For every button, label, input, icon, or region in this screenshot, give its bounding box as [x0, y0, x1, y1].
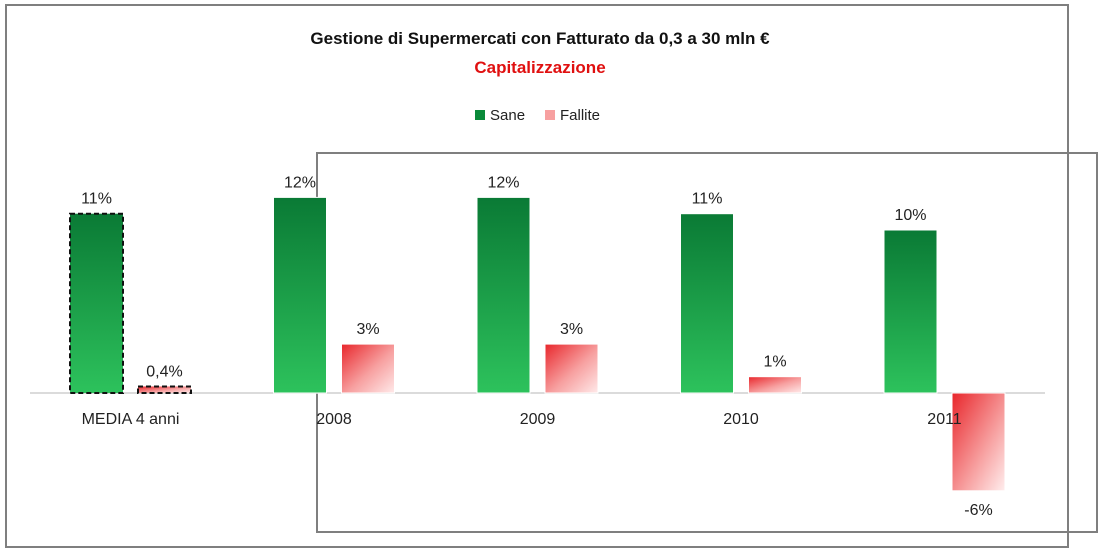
category-label-2011: 2011 [927, 411, 962, 428]
data-label-sane-2011: 10% [894, 207, 926, 224]
legend-label-fallite: Fallite [560, 107, 600, 124]
legend-swatch-fallite [545, 110, 555, 120]
chart-title: Gestione di Supermercati con Fatturato d… [310, 29, 770, 48]
bar-fallite-2011 [951, 392, 1006, 492]
legend-label-sane: Sane [490, 107, 525, 124]
legend: Sane Fallite [475, 107, 600, 124]
bar-fallite-2010 [748, 376, 802, 394]
bar-fallite-2009 [544, 343, 599, 394]
chart-frame [5, 4, 1069, 548]
chart-subtitle: Capitalizzazione [474, 58, 605, 77]
bar-fallite-2008 [341, 343, 395, 394]
bar-sane-2011 [883, 229, 938, 394]
data-label-sane-2010: 11% [692, 191, 723, 208]
bar-sane-2008 [273, 196, 327, 394]
data-label-fallite-2008: 3% [356, 321, 379, 338]
category-label-media-4-anni: MEDIA 4 anni [82, 411, 180, 428]
data-label-sane-media-4-anni: 11% [81, 191, 112, 208]
bar-sane-media-4-anni [69, 212, 124, 394]
bar-sane-2010 [680, 213, 734, 394]
chart-marks: 11% 0,4% MEDIA 4 anni 12% 3% 2008 12% 3% 2009 11%… [69, 174, 1006, 519]
data-label-fallite-media-4-anni: 0,4% [146, 363, 182, 380]
data-label-fallite-2009: 3% [560, 321, 583, 338]
category-label-2010: 2010 [723, 411, 759, 428]
bar-fallite-media-4-anni [137, 385, 192, 395]
bar-sane-2009 [476, 196, 531, 394]
data-label-sane-2008: 12% [284, 174, 316, 191]
data-label-fallite-2011: -6% [964, 502, 992, 519]
category-label-2008: 2008 [316, 411, 352, 428]
data-label-fallite-2010: 1% [763, 354, 786, 371]
category-label-2009: 2009 [520, 411, 556, 428]
legend-swatch-sane [475, 110, 485, 120]
data-label-sane-2009: 12% [487, 174, 519, 191]
